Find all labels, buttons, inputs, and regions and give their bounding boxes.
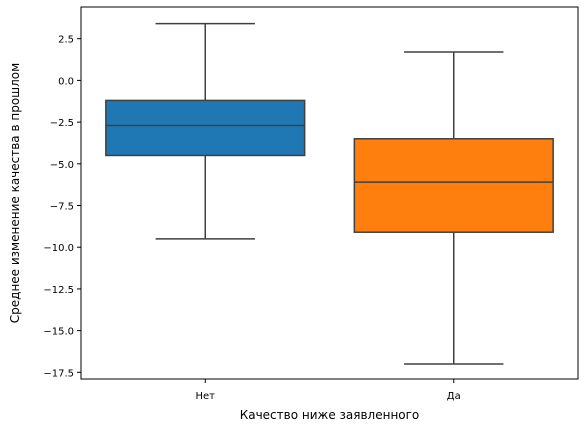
x-tick-label: Нет <box>196 391 216 402</box>
y-axis-label: Среднее изменение качества в прошлом <box>8 63 22 323</box>
y-tick-label: −17.5 <box>43 368 74 379</box>
y-tick-label: 0.0 <box>58 76 74 87</box>
axis-layer: 2.5 0.0 −2.5 −5.0 −7.5 −10.0 −12.5 −15.0 −17.5 Не… <box>43 35 460 402</box>
box-2 <box>353 138 554 233</box>
plot-frame <box>80 6 579 380</box>
y-tick-label: −7.5 <box>50 202 74 213</box>
plot-layer <box>105 22 554 365</box>
x-tick-label: Да <box>447 391 461 402</box>
y-tick-label: −15.0 <box>43 327 74 338</box>
y-tick-label: −10.0 <box>43 243 74 254</box>
y-tick-label: −2.5 <box>50 118 74 129</box>
y-tick-label: −5.0 <box>50 160 74 171</box>
y-tick-label: −12.5 <box>43 285 74 296</box>
box-1 <box>105 99 306 157</box>
x-axis-label: Качество ниже заявленного <box>240 408 420 422</box>
y-tick-label: 2.5 <box>58 35 74 46</box>
